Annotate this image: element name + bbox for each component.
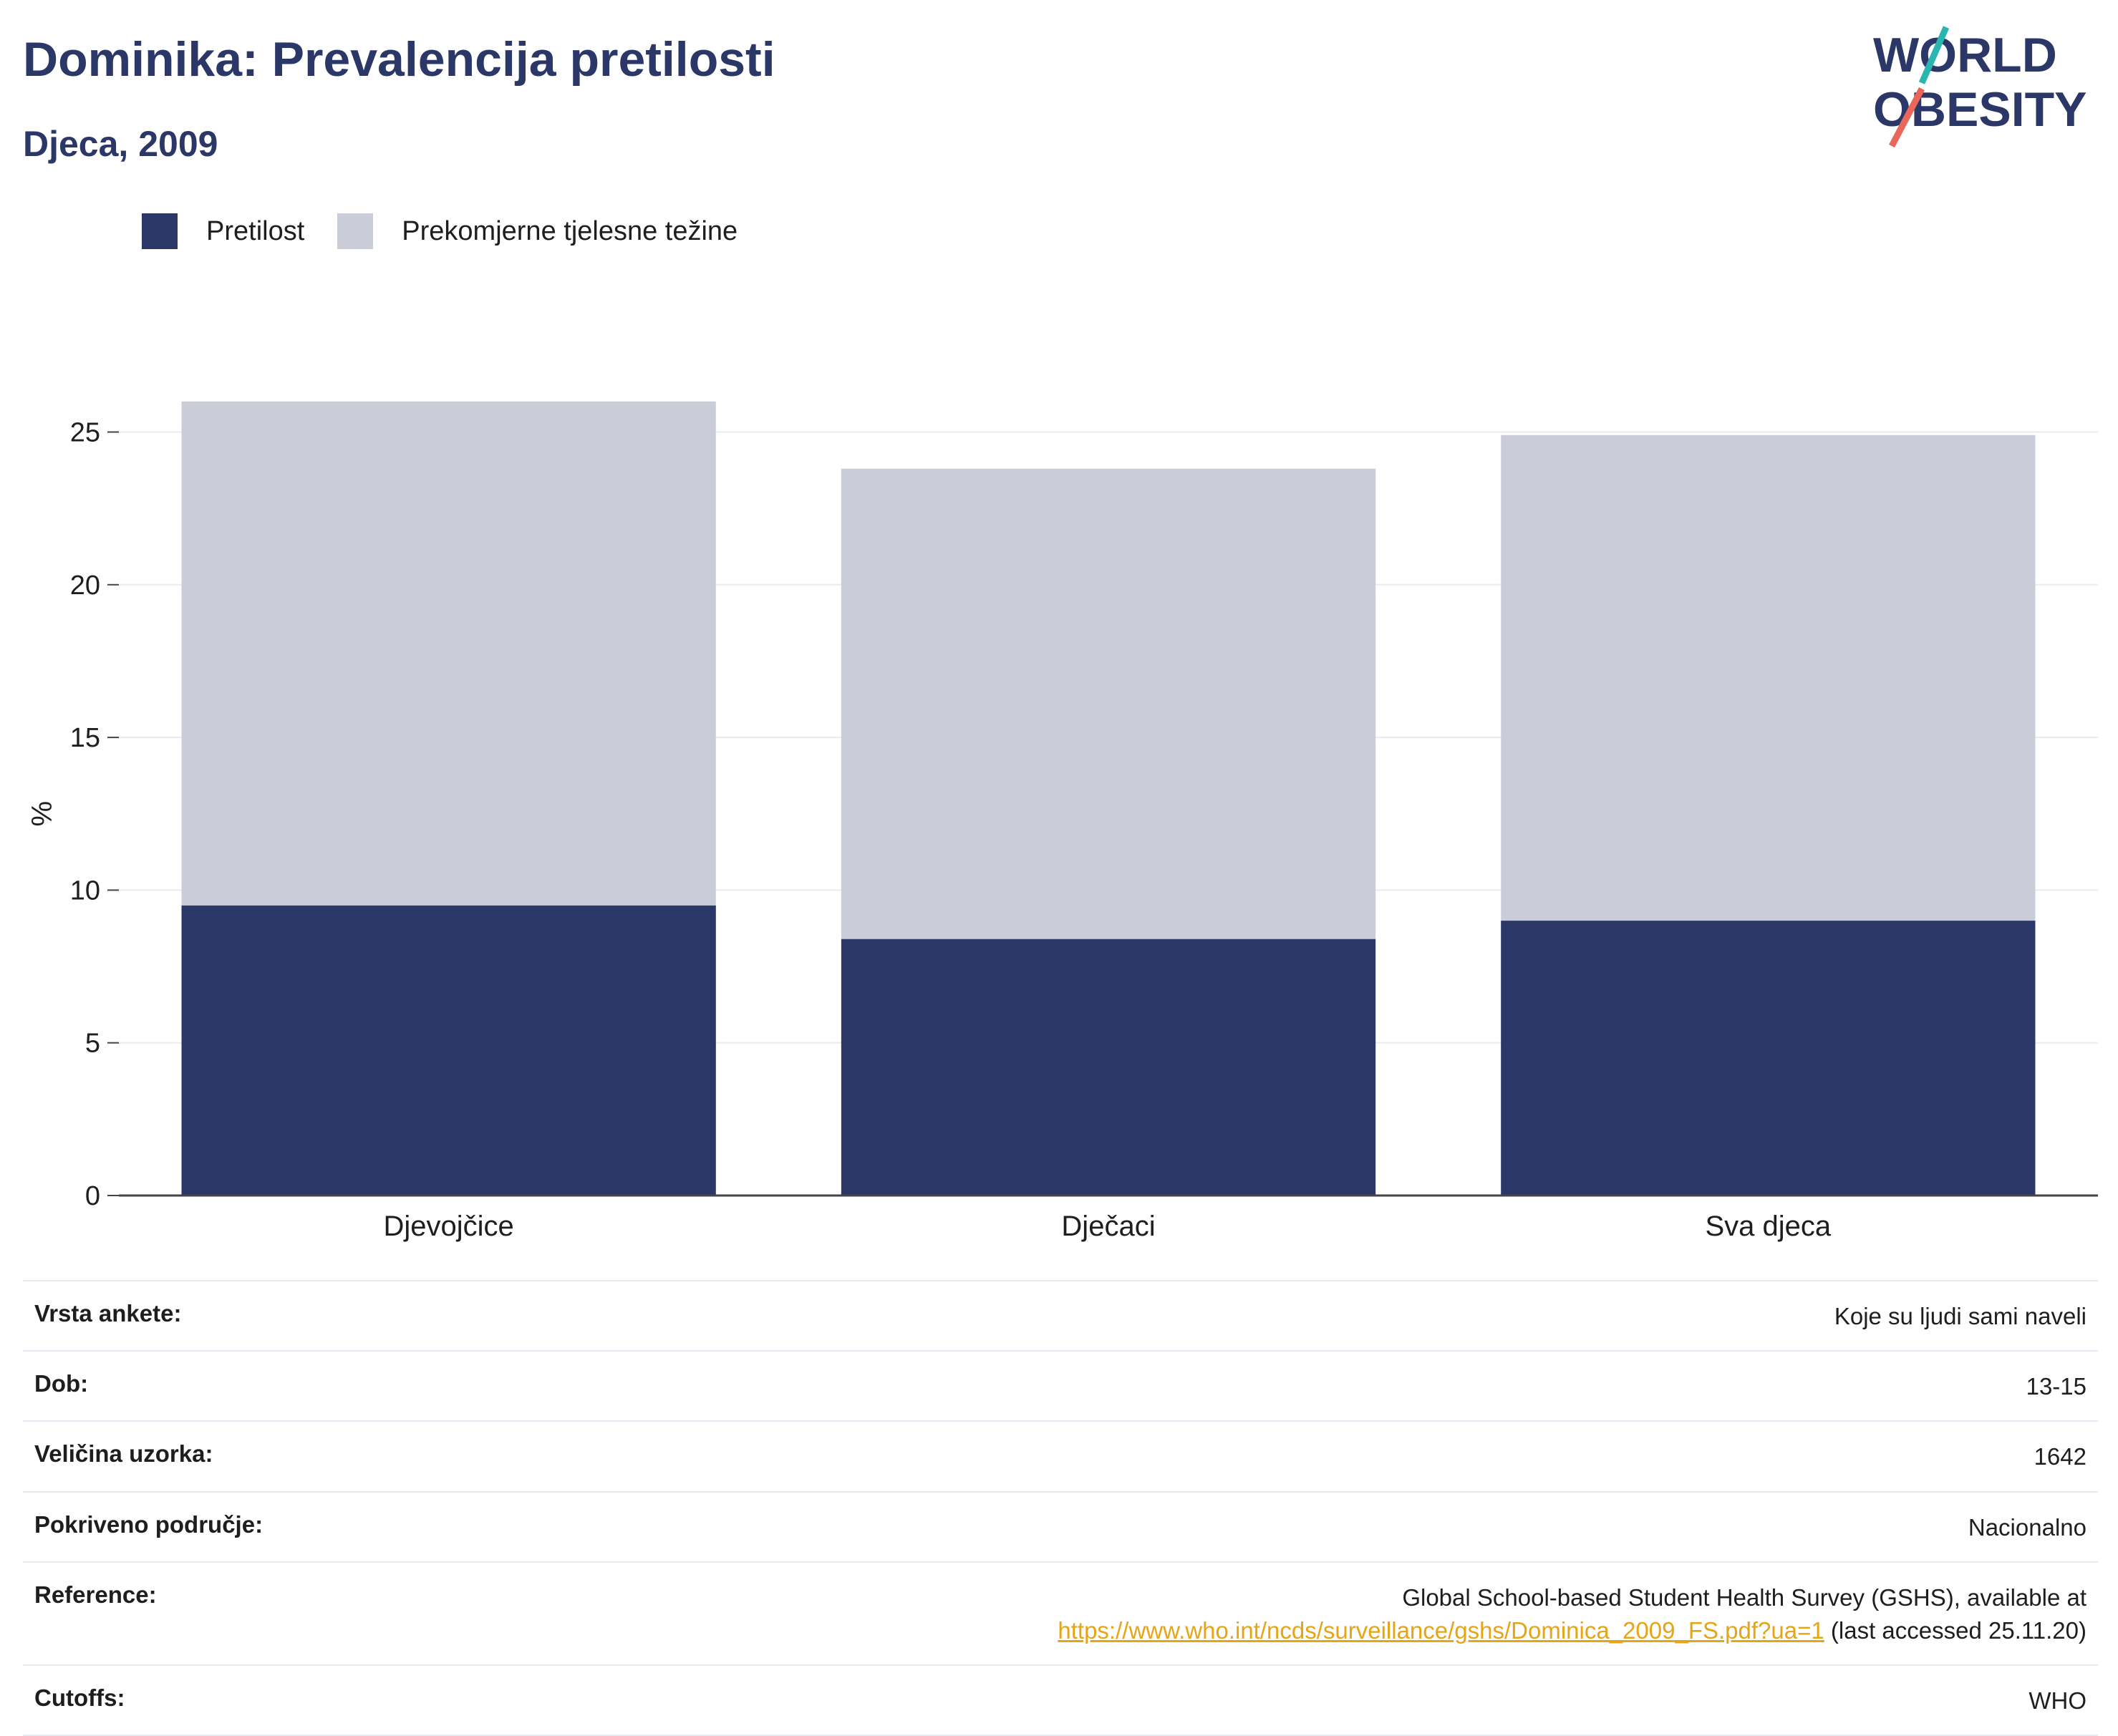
x-tick-label-2: Sva djeca xyxy=(1705,1211,1831,1242)
bar-pretilost-1 xyxy=(841,939,1376,1196)
area-label: Pokriveno područje: xyxy=(34,1510,263,1538)
y-tick-label-25: 25 xyxy=(70,418,100,448)
y-axis-label: % xyxy=(26,801,58,827)
world-obesity-logo: WORLD OBESITY xyxy=(1873,26,2087,148)
legend-swatch-pretilost xyxy=(142,213,178,249)
bar-prekomjerna-2 xyxy=(1501,435,2036,921)
chart-subtitle: Djeca, 2009 xyxy=(23,124,218,164)
x-tick-label-1: Dječaci xyxy=(1061,1211,1155,1242)
bar-prekomjerna-0 xyxy=(181,401,716,906)
info-row-age: Dob: 13-15 xyxy=(23,1350,2098,1420)
age-label: Dob: xyxy=(34,1370,89,1397)
info-row-sample-size: Veličina uzorka: 1642 xyxy=(23,1420,2098,1490)
survey-type-value: Koje su ljudi sami naveli xyxy=(1834,1303,2086,1329)
reference-accessed: (last accessed 25.11.20) xyxy=(1830,1616,2086,1644)
legend-label-pretilost: Pretilost xyxy=(206,215,305,246)
logo-text-line1: WORLD xyxy=(1873,28,2057,82)
logo-teal-slash xyxy=(1918,26,1950,84)
legend-item-prekomjerna: Prekomjerne tjelesne težine xyxy=(337,213,738,249)
info-row-reference: Reference: Global School-based Student H… xyxy=(23,1561,2098,1664)
chart-legend: Pretilost Prekomjerne tjelesne težine xyxy=(142,212,770,251)
y-tick-label-20: 20 xyxy=(70,571,100,601)
x-tick-label-0: Djevojčice xyxy=(384,1211,514,1242)
sample-size-label: Veličina uzorka: xyxy=(34,1440,213,1468)
y-tick-label-0: 0 xyxy=(85,1181,100,1211)
sample-size-value: 1642 xyxy=(2034,1443,2086,1470)
reference-link[interactable]: https://www.who.int/ncds/surveillance/gs… xyxy=(1058,1616,1824,1644)
y-tick-label-5: 5 xyxy=(85,1029,100,1059)
survey-type-label: Vrsta ankete: xyxy=(34,1300,182,1327)
logo-coral-slash xyxy=(1889,87,1925,148)
y-tick-label-10: 10 xyxy=(70,876,100,906)
y-tick-label-15: 15 xyxy=(70,723,100,753)
reference-value: Global School-based Student Health Surve… xyxy=(1058,1581,2086,1647)
reference-text: Global School-based Student Health Surve… xyxy=(1402,1584,2086,1611)
legend-item-pretilost: Pretilost xyxy=(142,213,304,249)
age-value: 13-15 xyxy=(2026,1373,2086,1400)
bar-chart: 0 5 10 15 20 25% Djevojčice Dječaci Sva djeca xyxy=(26,401,2098,1242)
bar-pretilost-2 xyxy=(1501,921,2036,1196)
cutoffs-label: Cutoffs: xyxy=(34,1684,125,1712)
bar-pretilost-0 xyxy=(181,905,716,1196)
cutoffs-value: WHO xyxy=(2028,1687,2086,1715)
reference-label: Reference: xyxy=(34,1581,157,1608)
bar-prekomjerna-1 xyxy=(841,468,1376,939)
info-row-area: Pokriveno područje: Nacionalno xyxy=(23,1490,2098,1561)
legend-label-prekomjerna: Prekomjerne tjelesne težine xyxy=(402,215,738,246)
area-value: Nacionalno xyxy=(1968,1513,2086,1541)
chart-title: Dominika: Prevalencija pretilosti xyxy=(23,32,775,87)
survey-info-table: Vrsta ankete: Koje su ljudi sami naveli … xyxy=(23,1280,2098,1736)
info-row-cutoffs: Cutoffs: WHO xyxy=(23,1664,2098,1736)
legend-swatch-prekomjerna xyxy=(337,213,374,249)
info-row-survey-type: Vrsta ankete: Koje su ljudi sami naveli xyxy=(23,1280,2098,1350)
logo-text-line2: OBESITY xyxy=(1873,82,2087,137)
